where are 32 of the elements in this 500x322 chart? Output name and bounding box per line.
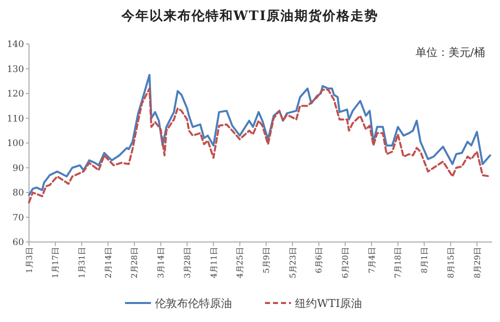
x-tick-label: 4月25日: [236, 247, 245, 278]
x-tick-label: 8月15日: [446, 247, 456, 278]
x-tick-label: 8月1日: [420, 247, 430, 274]
x-tick-label: 2月28日: [130, 247, 140, 278]
annotation: 单位：美元/桶: [415, 46, 485, 59]
x-tick-label: 7月4日: [367, 247, 376, 274]
y-tick-label: 120: [6, 90, 24, 100]
x-tick-label: 8月29日: [472, 247, 482, 278]
x-tick-label: 5月9日: [262, 247, 271, 274]
x-tick-label: 3月28日: [182, 247, 192, 278]
x-tick-label: 1月31日: [78, 247, 86, 278]
x-tick-label: 6月6日: [314, 247, 324, 274]
chart-title: 今年以来布伦特和WTI原油期货价格走势: [120, 8, 379, 24]
y-tick-label: 100: [6, 139, 24, 150]
legend-label: 纽约WTI原油: [295, 296, 362, 310]
x-tick-label: 1月3日: [24, 247, 34, 274]
x-tick-label: 3月14日: [156, 247, 166, 278]
x-tick-label: 4月11日: [209, 247, 218, 278]
x-tick-label: 5月23日: [288, 247, 298, 278]
y-tick-label: 140: [6, 40, 24, 50]
line-series: [28, 74, 492, 196]
y-tick-label: 60: [12, 238, 24, 248]
x-tick-label: 2月14日: [104, 247, 113, 278]
x-tick-label: 1月17日: [51, 247, 60, 278]
y-tick-label: 80: [12, 188, 24, 199]
x-tick-label: 7月18日: [394, 247, 403, 278]
legend-label: 伦敦布伦特原油: [155, 296, 232, 310]
y-tick-label: 90: [12, 164, 24, 174]
y-tick-label: 70: [12, 213, 24, 224]
x-tick-label: 6月20日: [340, 247, 350, 278]
y-tick-label: 110: [6, 114, 24, 124]
y-tick-label: 130: [6, 64, 24, 75]
